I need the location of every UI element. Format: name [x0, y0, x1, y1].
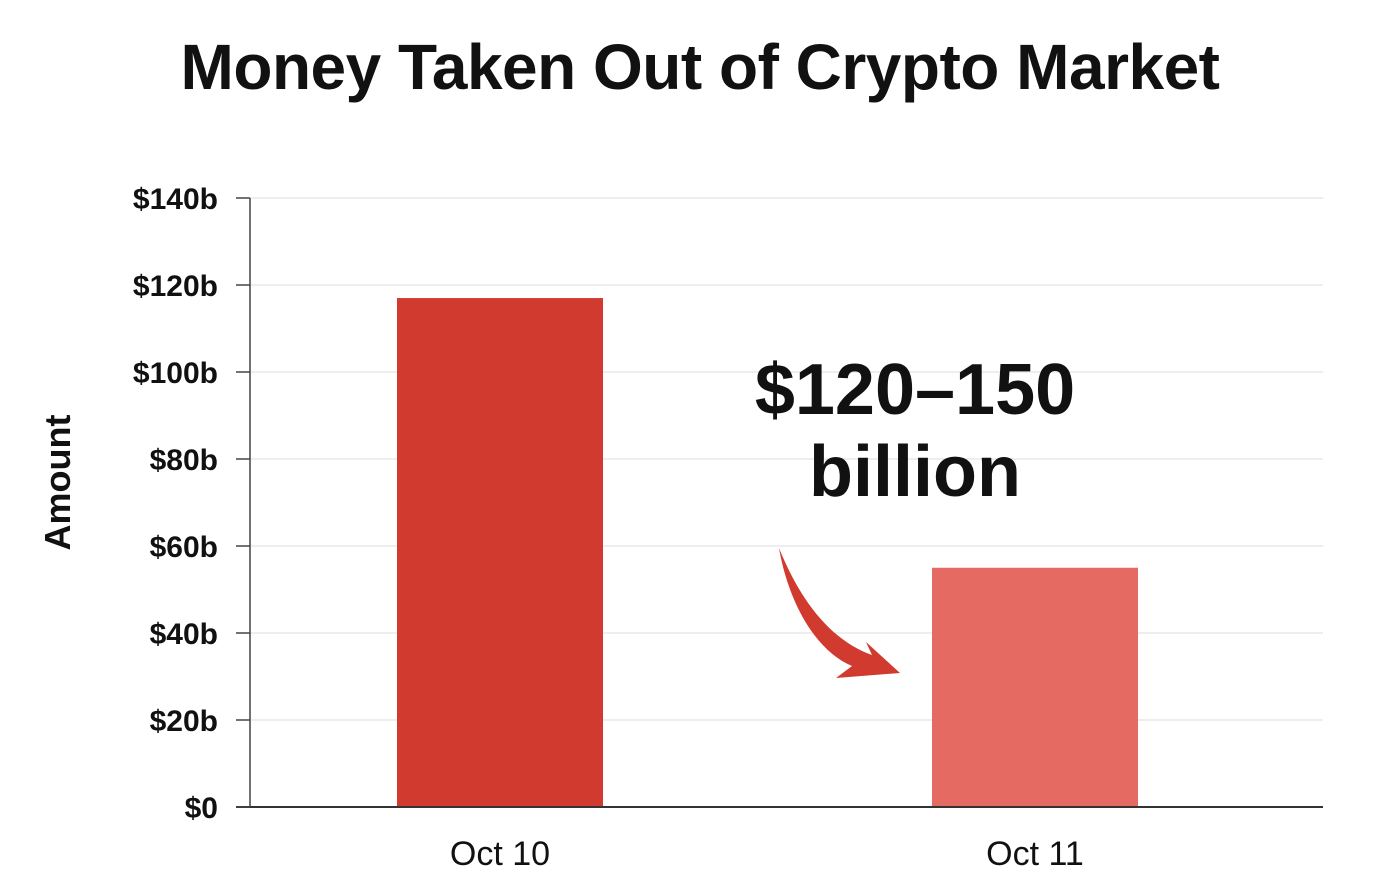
y-tick-label: $80b	[150, 444, 218, 477]
y-tick-label: $100b	[133, 357, 218, 390]
y-tick-label: $20b	[150, 705, 218, 738]
axes	[236, 198, 1323, 808]
x-tick-label: Oct 11	[986, 835, 1084, 873]
y-tick-label: $60b	[150, 531, 218, 564]
annotation-line-2: billion	[809, 432, 1021, 512]
curved-arrow-icon	[779, 548, 900, 678]
y-tick-label: $40b	[150, 618, 218, 651]
x-tick-label: Oct 10	[450, 835, 550, 873]
chart-title: Money Taken Out of Crypto Market	[180, 31, 1220, 103]
y-tick-label: $140b	[133, 183, 218, 216]
bars	[397, 298, 1138, 807]
annotation-line-1: $120–150	[755, 350, 1075, 430]
y-tick-label: $0	[185, 792, 218, 825]
bar-oct-11	[932, 567, 1138, 807]
y-tick-label: $120b	[133, 270, 218, 303]
bar-oct-10	[397, 298, 603, 807]
x-tick-labels: Oct 10 Oct 11	[450, 835, 1084, 873]
y-axis-title: Amount	[37, 415, 78, 551]
y-tick-labels: $0 $20b $40b $60b $80b $100b $120b $140b	[133, 183, 250, 825]
